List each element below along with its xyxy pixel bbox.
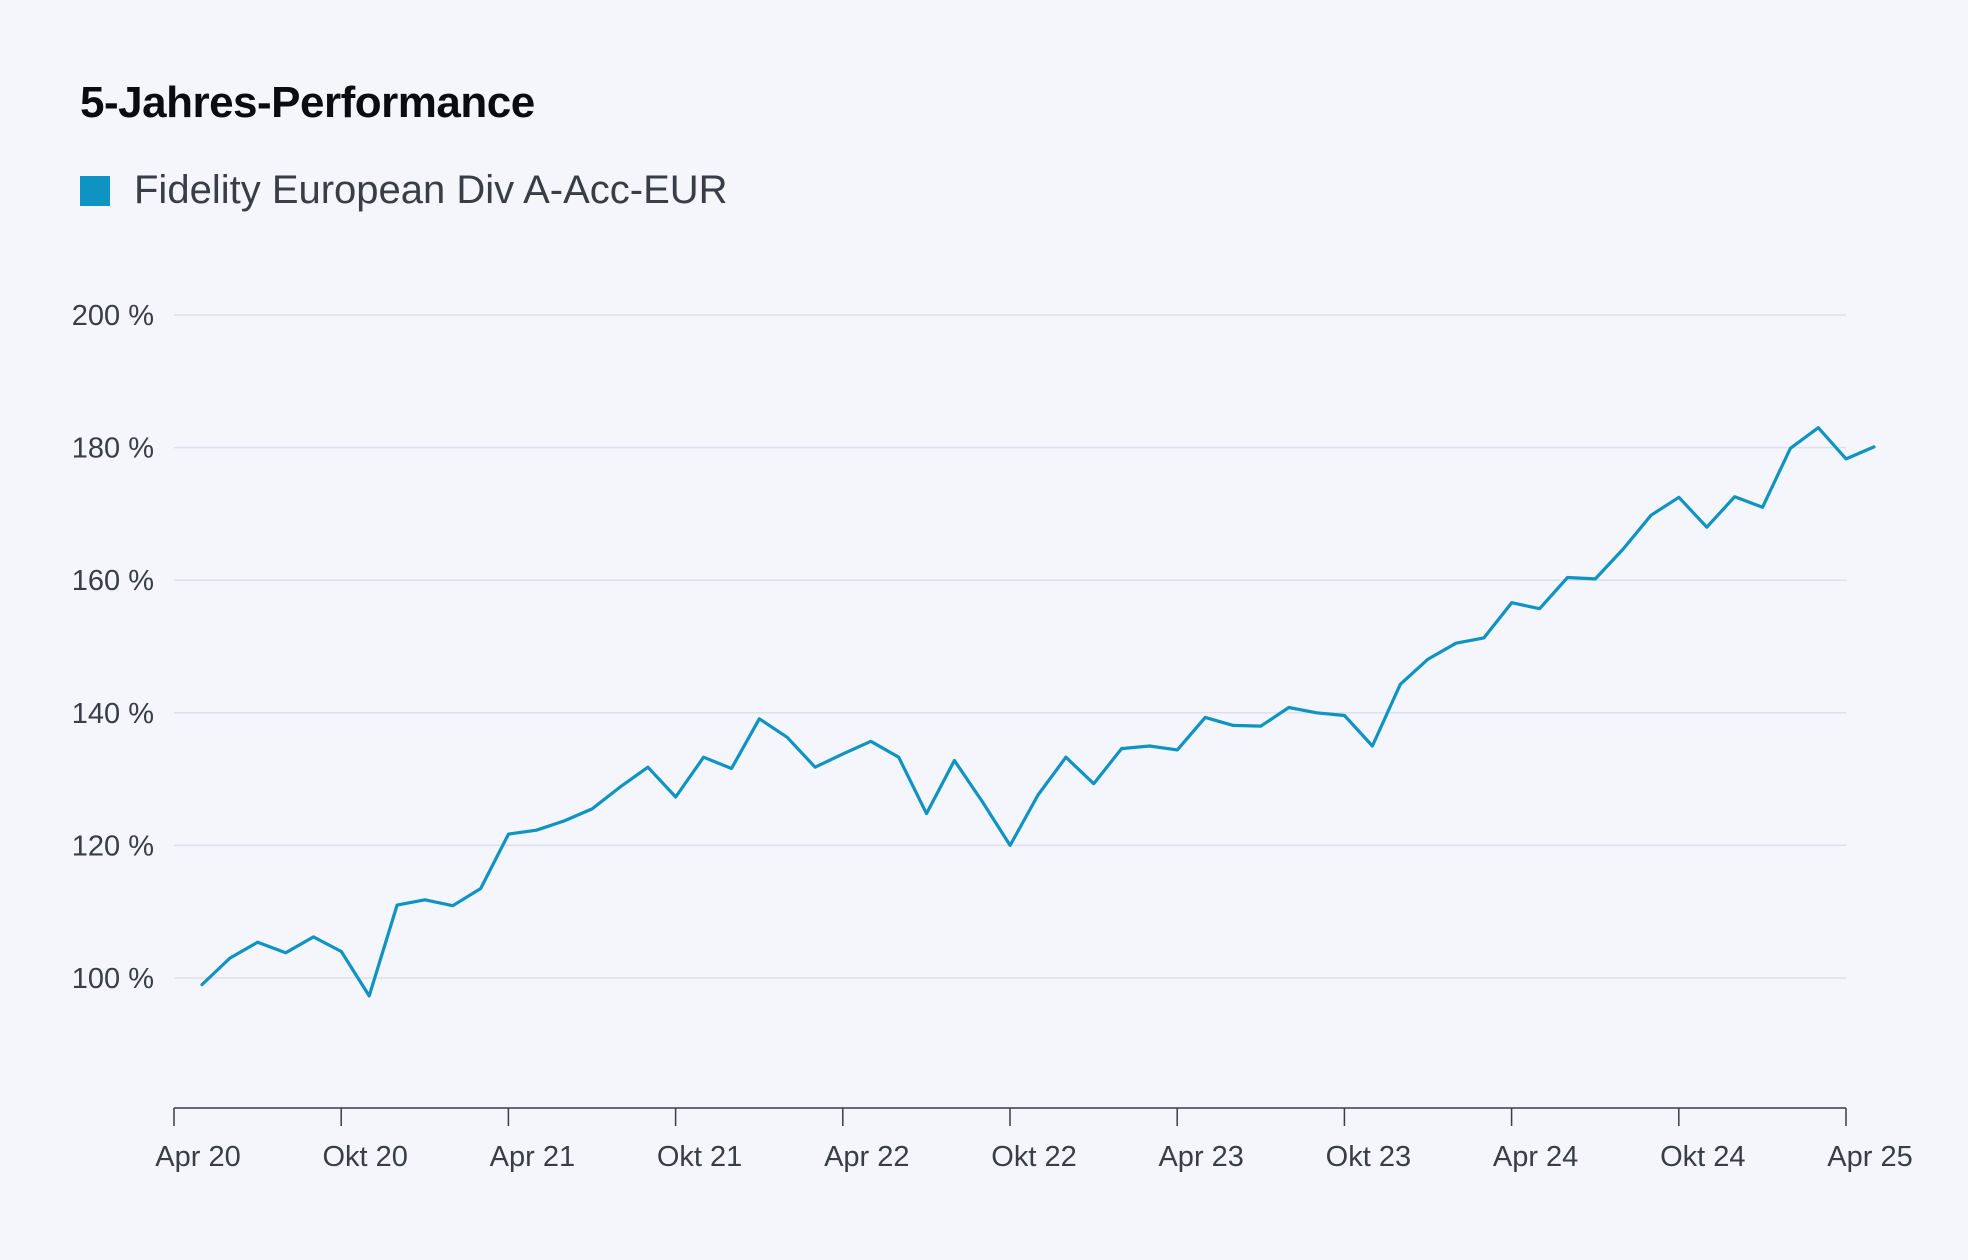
chart-title: 5-Jahres-Performance <box>80 78 535 127</box>
x-tick-label: Apr 20 <box>155 1141 240 1173</box>
series-group <box>200 426 1876 998</box>
x-tick-label: Okt 24 <box>1660 1141 1745 1173</box>
x-tick-label: Okt 22 <box>991 1141 1076 1173</box>
y-axis-labels: 100 % 120 % 140 % 160 % 180 % 200 % <box>72 300 154 995</box>
y-tick-label: 200 % <box>72 300 154 332</box>
x-tick-label: Okt 23 <box>1326 1141 1411 1173</box>
y-tick-label: 180 % <box>72 433 154 465</box>
x-tick-label: Okt 20 <box>322 1141 407 1173</box>
x-axis: Apr 20 Okt 20 Apr 21 Okt 21 Apr 22 Okt 22 Apr … <box>155 1107 1913 1173</box>
y-tick-label: 100 % <box>72 963 154 995</box>
y-tick-label: 120 % <box>72 830 154 862</box>
series-line <box>200 426 1876 998</box>
legend-swatch <box>80 175 110 206</box>
x-tick-label: Apr 23 <box>1158 1141 1243 1173</box>
legend: Fidelity European Div A-Acc-EUR <box>80 168 728 213</box>
y-tick-label: 160 % <box>72 565 154 597</box>
grid-lines <box>174 314 1846 979</box>
x-tick-label: Apr 22 <box>824 1141 909 1173</box>
x-tick-label: Apr 25 <box>1827 1141 1912 1173</box>
y-tick-label: 140 % <box>72 698 154 730</box>
x-tick-label: Apr 24 <box>1493 1141 1578 1173</box>
legend-label: Fidelity European Div A-Acc-EUR <box>134 168 728 212</box>
x-tick-label: Okt 21 <box>657 1141 742 1173</box>
x-tick-label: Apr 21 <box>490 1141 575 1173</box>
